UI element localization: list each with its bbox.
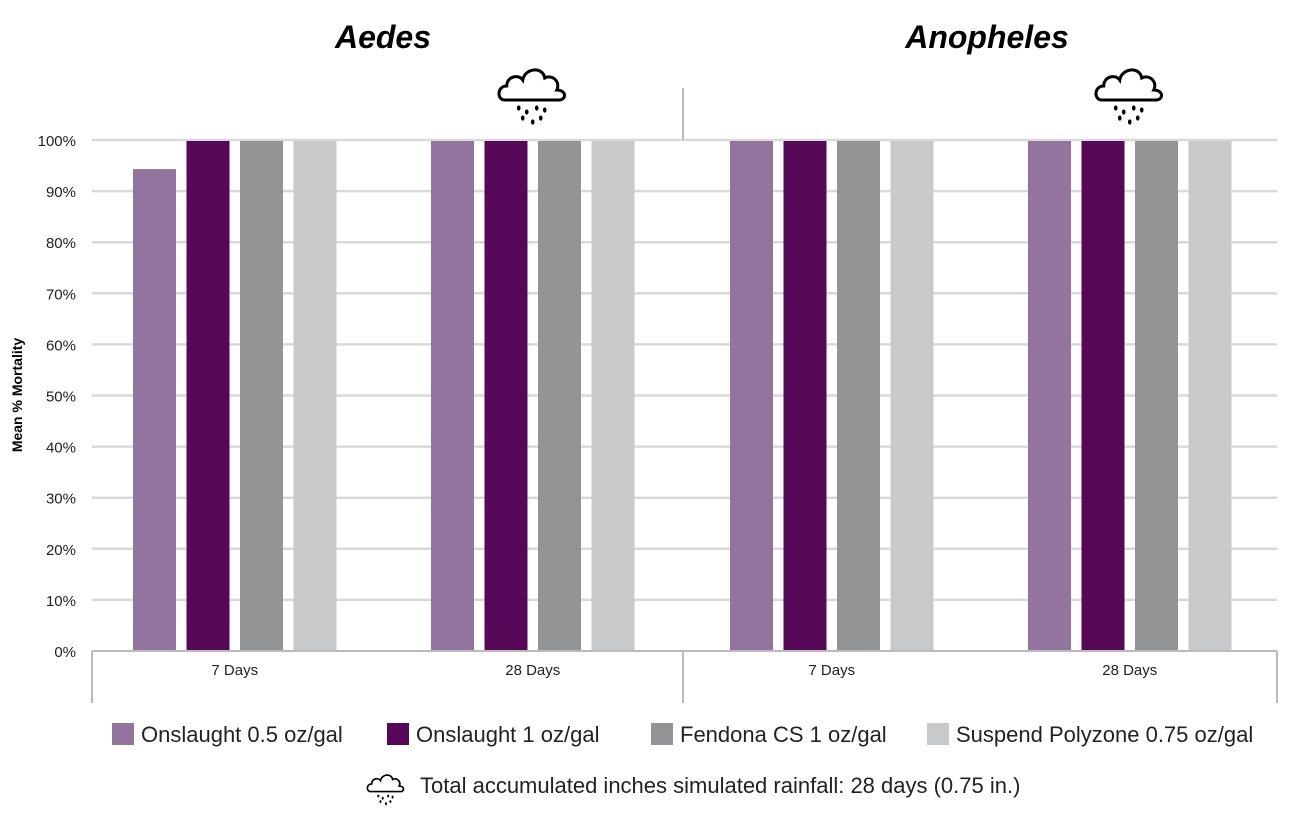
legend-swatch — [651, 723, 673, 745]
raindrop — [530, 119, 535, 125]
bar: Fendona CS 1 oz/gal 28 Days: 100% — [538, 141, 581, 651]
legend-label: Suspend Polyzone 0.75 oz/gal — [956, 722, 1253, 747]
legend-label: Fendona CS 1 oz/gal — [680, 722, 887, 747]
bar: Onslaught 1 oz/gal 7 Days: 100% — [186, 141, 230, 651]
y-tick-label: 20% — [46, 542, 76, 559]
bar: Onslaught 1 oz/gal 28 Days: 100% — [1081, 141, 1125, 651]
legend-label: Onslaught 0.5 oz/gal — [141, 722, 343, 747]
raindrop — [524, 109, 529, 115]
cloud-shape — [1094, 68, 1163, 102]
x-tick-label: 7 Days — [211, 662, 258, 679]
cloud-shape — [497, 68, 566, 102]
legend-label: Onslaught 1 oz/gal — [416, 722, 599, 747]
y-tick-label: 90% — [46, 184, 76, 201]
bar: Onslaught 0.5 oz/gal 28 Days: 100% — [431, 141, 474, 651]
panel-title-anopheles: Anopheles — [904, 19, 1069, 55]
legend-swatch — [112, 723, 134, 745]
panel-title-aedes: Aedes — [334, 19, 431, 55]
x-tick-label: 28 Days — [1102, 662, 1157, 679]
raindrop — [387, 794, 390, 798]
raindrop — [385, 802, 387, 806]
y-tick-label: 80% — [46, 235, 76, 252]
bar: Onslaught 1 oz/gal 28 Days: 100% — [484, 141, 528, 651]
cloud-shape — [366, 774, 405, 793]
y-tick-label: 40% — [46, 440, 76, 457]
x-tick-label: 7 Days — [808, 662, 855, 679]
y-axis-label: Mean % Mortality — [9, 338, 25, 453]
bar: Suspend Polyzone 0.75 oz/gal 7 Days: 100… — [293, 141, 337, 651]
y-tick-label: 60% — [46, 337, 76, 354]
raindrop — [379, 800, 382, 803]
raindrop — [1113, 105, 1118, 111]
bar: Onslaught 0.5 oz/gal 7 Days: 94.5% — [133, 169, 176, 652]
raindrop — [538, 115, 543, 121]
bar: Suspend Polyzone 0.75 oz/gal 7 Days: 100… — [890, 141, 934, 651]
bar: Onslaught 1 oz/gal 7 Days: 100% — [783, 141, 827, 651]
rain-cloud-icon — [497, 68, 566, 125]
rain-cloud-icon — [1094, 68, 1163, 125]
raindrop — [1139, 107, 1144, 113]
raindrop — [1135, 115, 1140, 121]
raindrop — [520, 115, 525, 121]
raindrop — [381, 796, 384, 800]
raindrop — [377, 794, 380, 798]
raindrop — [542, 107, 547, 113]
y-tick-label: 70% — [46, 286, 76, 303]
bar: Suspend Polyzone 0.75 oz/gal 28 Days: 10… — [1188, 141, 1232, 651]
raindrop — [516, 105, 521, 111]
raindrop — [1131, 105, 1136, 111]
raindrop — [389, 800, 392, 803]
rain-cloud-icon — [366, 774, 405, 806]
raindrop — [534, 105, 539, 111]
bar: Suspend Polyzone 0.75 oz/gal 28 Days: 10… — [591, 141, 635, 651]
raindrop — [1117, 115, 1122, 121]
raindrop — [1127, 119, 1132, 125]
y-tick-label: 10% — [46, 593, 76, 610]
y-tick-label: 50% — [46, 389, 76, 406]
y-tick-label: 0% — [54, 644, 76, 661]
bar: Onslaught 0.5 oz/gal 7 Days: 100% — [730, 141, 773, 651]
raindrop — [1121, 109, 1126, 115]
legend-swatch — [387, 723, 409, 745]
legend-swatch — [927, 723, 949, 745]
bar: Fendona CS 1 oz/gal 28 Days: 100% — [1135, 141, 1178, 651]
x-tick-label: 28 Days — [505, 662, 560, 679]
bar: Onslaught 0.5 oz/gal 28 Days: 100% — [1028, 141, 1071, 651]
raindrop — [391, 795, 394, 799]
bar: Fendona CS 1 oz/gal 7 Days: 100% — [240, 141, 283, 651]
footnote: Total accumulated inches simulated rainf… — [420, 773, 1020, 798]
bar: Fendona CS 1 oz/gal 7 Days: 100% — [837, 141, 880, 651]
y-tick-label: 30% — [46, 491, 76, 508]
y-tick-label: 100% — [38, 133, 76, 150]
